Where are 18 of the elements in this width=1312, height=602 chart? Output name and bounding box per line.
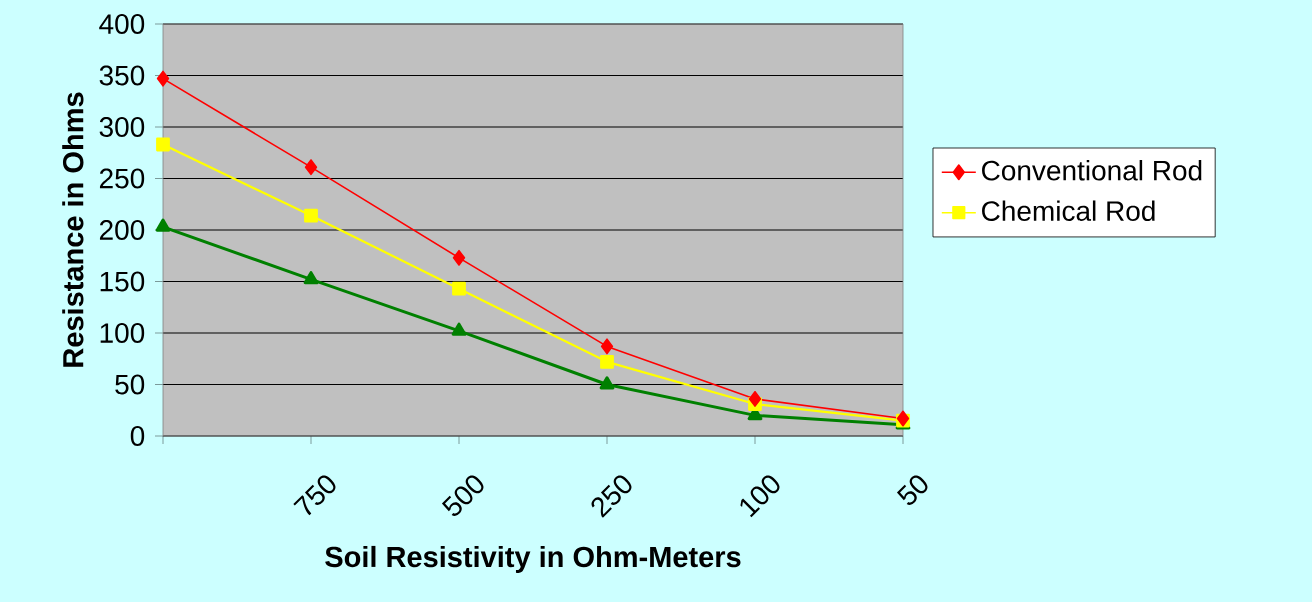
x-tick-label: 250 bbox=[591, 475, 632, 518]
y-tick-label: 400 bbox=[99, 14, 145, 34]
y-axis-title: Resistance in Ohms bbox=[62, 92, 84, 367]
y-tick-label: 50 bbox=[115, 374, 145, 395]
y-tick-label: 0 bbox=[130, 426, 145, 446]
y-tick-label: 100 bbox=[100, 323, 145, 343]
x-tick-label: 100 bbox=[740, 475, 780, 518]
x-tick-label: 750 bbox=[293, 475, 336, 516]
legend-label: Conventional Rod bbox=[982, 159, 1202, 181]
y-tick-label: 200 bbox=[99, 220, 145, 240]
x-tick-label: 500 bbox=[441, 475, 484, 516]
y-tick-label: 300 bbox=[99, 117, 145, 137]
x-tick-label: 50 bbox=[896, 475, 928, 505]
y-tick-label: 150 bbox=[100, 271, 145, 292]
y-tick-label: 350 bbox=[99, 65, 145, 86]
y-tick-label: 250 bbox=[99, 168, 145, 189]
legend-label: Chemical Rod bbox=[982, 200, 1155, 222]
x-axis-title: Soil Resistivity in Ohm-Meters bbox=[325, 545, 741, 573]
